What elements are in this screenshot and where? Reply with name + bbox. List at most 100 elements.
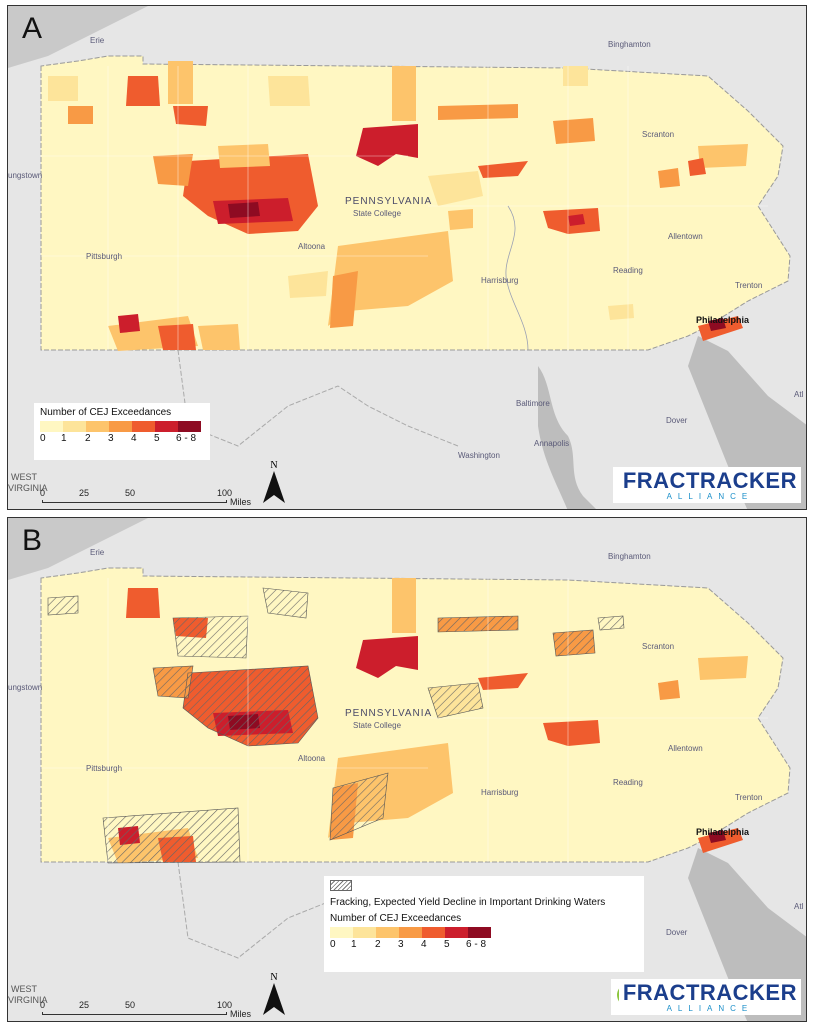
- region: [126, 588, 160, 618]
- globe-magnifier-icon: [617, 470, 619, 500]
- scale-tick: 0: [40, 1000, 46, 1010]
- legend-title: Number of CEJ Exceedances: [40, 407, 172, 418]
- legend: Fracking, Expected Yield Decline in Impo…: [324, 876, 644, 972]
- region: [153, 154, 193, 186]
- legend-tick: 5: [154, 433, 160, 444]
- legend-tick: 3: [108, 433, 114, 444]
- fractracker-logo: FRACTRACKER ALLIANCE: [613, 467, 801, 503]
- lake-erie: [8, 6, 148, 68]
- region: [68, 106, 93, 124]
- region: [478, 161, 528, 178]
- legend-tick: 2: [85, 433, 91, 444]
- region: [698, 144, 748, 168]
- scale-tick: 50: [125, 1000, 136, 1010]
- city-label-pittsburgh: Pittsburgh: [86, 764, 123, 773]
- north-arrow: N: [263, 460, 285, 508]
- city-label-erie: Erie: [90, 36, 105, 45]
- region: [48, 76, 78, 101]
- region: [658, 168, 680, 188]
- scale-tick: 0: [40, 488, 46, 498]
- fractracker-logo: FRACTRACKER ALLIANCE: [611, 979, 801, 1015]
- city-label-harrisburg: Harrisburg: [481, 276, 519, 285]
- city-label-dover: Dover: [666, 416, 688, 425]
- county-lines: [41, 66, 768, 350]
- state-border: [177, 349, 459, 447]
- region: [428, 171, 483, 206]
- city-label-allentown: Allentown: [668, 744, 703, 753]
- legend-tick: 2: [375, 939, 381, 950]
- pennsylvania-outline: [40, 55, 791, 351]
- city-label-altoona: Altoona: [298, 242, 326, 251]
- delaware-bay: [688, 848, 806, 1021]
- region: [392, 578, 416, 633]
- city-label-baltimore: Baltimore: [516, 399, 550, 408]
- hatch-area: [47, 595, 79, 616]
- city-label-dover: Dover: [666, 928, 688, 937]
- legend-swatch-0: [40, 421, 63, 432]
- hatch-area: [552, 629, 596, 657]
- hatch-area: [427, 682, 484, 719]
- city-label-trenton: Trenton: [735, 793, 763, 802]
- legend-swatch-6: [178, 421, 201, 432]
- legend: Number of CEJ Exceedances 0 1 2 3 4 5 6 …: [34, 403, 210, 460]
- region: [688, 158, 706, 176]
- legend-swatch-1: [353, 927, 376, 938]
- map-canvas-a: [8, 6, 806, 509]
- hatch-area: [329, 772, 389, 841]
- legend-swatch-2: [86, 421, 109, 432]
- logo-main-text: FRACTRACKER: [622, 467, 797, 493]
- exceedance-regions: [48, 61, 748, 351]
- city-label-binghamton: Binghamton: [608, 40, 651, 49]
- region: [392, 66, 416, 121]
- region: [288, 271, 328, 298]
- region: [563, 66, 588, 86]
- delaware-bay: [688, 336, 806, 509]
- hatch-area: [102, 807, 241, 864]
- legend-swatches: [40, 421, 204, 432]
- state-label: PENNSYLVANIA: [345, 708, 433, 719]
- legend-tick: 5: [444, 939, 450, 950]
- region: [708, 830, 726, 843]
- legend-tick: 0: [40, 433, 46, 444]
- region: [608, 304, 634, 320]
- state-border: [177, 861, 339, 959]
- north-arrow: N: [263, 972, 285, 1020]
- legend-ticks: 0 1 2 3 4 5 6 - 8: [40, 432, 204, 445]
- city-label-reading: Reading: [613, 778, 643, 787]
- north-label: N: [270, 972, 278, 983]
- city-label-harrisburg: Harrisburg: [481, 788, 519, 797]
- scale-tick: 100: [217, 488, 233, 498]
- logo-main-text: FRACTRACKER: [622, 979, 797, 1005]
- region: [198, 324, 240, 350]
- hatch-area: [182, 665, 319, 747]
- city-label-state-college: State College: [353, 721, 402, 730]
- legend-tick: 4: [421, 939, 427, 950]
- state-label-west: WEST: [11, 472, 37, 482]
- city-label-scranton: Scranton: [642, 642, 675, 651]
- city-label-philadelphia: Philadelphia: [696, 315, 750, 325]
- region: [568, 214, 585, 226]
- region: [268, 76, 310, 106]
- hatch-area: [437, 615, 519, 633]
- legend-swatch-5: [155, 421, 178, 432]
- scale-tick: 25: [79, 488, 90, 498]
- region: [126, 76, 160, 106]
- region: [158, 324, 196, 350]
- city-label-scranton: Scranton: [642, 130, 675, 139]
- legend-swatch-4: [422, 927, 445, 938]
- region: [438, 104, 518, 120]
- legend-swatch-4: [132, 421, 155, 432]
- city-label-atl: Atl: [794, 390, 804, 399]
- legend-tick: 3: [398, 939, 404, 950]
- legend-swatches: [330, 927, 638, 938]
- region: [168, 61, 193, 104]
- region: [118, 314, 140, 333]
- city-label-binghamton: Binghamton: [608, 552, 651, 561]
- region: [543, 720, 600, 746]
- state-label-virginia: VIRGINIA: [8, 483, 48, 493]
- scale-tick: 100: [217, 1000, 233, 1010]
- region: [330, 271, 358, 328]
- region: [356, 124, 418, 166]
- map-canvas-b: [8, 518, 806, 1021]
- city-label-annapolis: Annapolis: [534, 439, 570, 448]
